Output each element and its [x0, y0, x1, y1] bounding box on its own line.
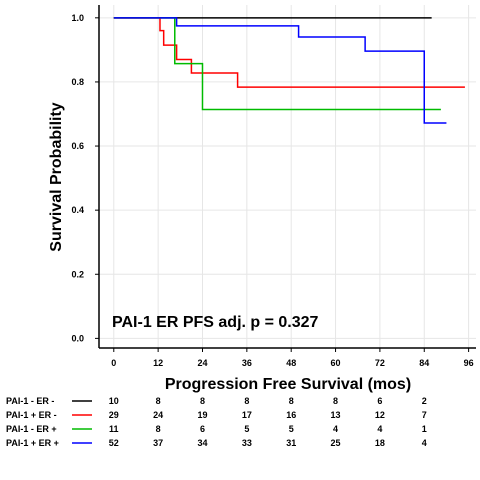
risk-count: 33 — [242, 438, 252, 448]
risk-count: 18 — [375, 438, 385, 448]
y-tick-label: 0.4 — [71, 205, 84, 215]
risk-count: 4 — [333, 424, 338, 434]
risk-count: 8 — [333, 396, 338, 406]
risk-row-label: PAI-1 + ER + — [6, 438, 59, 448]
risk-count: 8 — [244, 396, 249, 406]
risk-row-label: PAI-1 - ER + — [6, 424, 57, 434]
risk-count: 7 — [422, 410, 427, 420]
survival-curve — [113, 17, 447, 124]
risk-row-label: PAI-1 - ER - — [6, 396, 54, 406]
risk-count: 4 — [377, 424, 382, 434]
risk-count: 1 — [422, 424, 427, 434]
x-tick-label: 60 — [331, 358, 341, 368]
x-tick-label: 96 — [464, 358, 474, 368]
x-tick-label: 24 — [197, 358, 207, 368]
y-tick-label: 1.0 — [71, 13, 84, 23]
survival-curve — [113, 17, 465, 88]
p-value-annotation: PAI-1 ER PFS adj. p = 0.327 — [112, 314, 319, 331]
x-tick-label: 72 — [375, 358, 385, 368]
x-tick-label: 48 — [286, 358, 296, 368]
survival-curve — [113, 17, 441, 111]
risk-count: 13 — [331, 410, 341, 420]
risk-count: 2 — [422, 396, 427, 406]
risk-count: 24 — [153, 410, 163, 420]
risk-count: 52 — [109, 438, 119, 448]
risk-count: 8 — [200, 396, 205, 406]
x-axis-title: Progression Free Survival (mos) — [165, 376, 411, 393]
y-tick-label: 0.0 — [71, 333, 84, 343]
y-axis-title: Survival Probability — [48, 102, 65, 251]
gridlines — [99, 5, 476, 348]
at-risk-table: PAI-1 - ER - 10 8 8 8 8 8 6 2 PAI-1 + ER - 29 24 19 1… — [6, 396, 427, 448]
x-tick-label: 0 — [111, 358, 116, 368]
risk-count: 5 — [289, 424, 294, 434]
survival-curves — [113, 17, 465, 124]
risk-count: 5 — [244, 424, 249, 434]
risk-count: 10 — [109, 396, 119, 406]
y-tick-label: 0.6 — [71, 141, 84, 151]
axes: 0 12 24 36 48 60 72 84 96 0.0 0.2 0.4 0.6 0.8 1.0 — [71, 5, 476, 368]
risk-count: 34 — [197, 438, 207, 448]
risk-count: 8 — [289, 396, 294, 406]
risk-count: 12 — [375, 410, 385, 420]
risk-count: 8 — [156, 396, 161, 406]
risk-count: 37 — [153, 438, 163, 448]
risk-count: 11 — [109, 424, 119, 434]
x-tick-label: 84 — [419, 358, 429, 368]
risk-count: 16 — [286, 410, 296, 420]
risk-count: 25 — [331, 438, 341, 448]
risk-count: 6 — [377, 396, 382, 406]
risk-count: 8 — [156, 424, 161, 434]
risk-count: 19 — [197, 410, 207, 420]
y-tick-label: 0.2 — [71, 269, 84, 279]
x-tick-label: 36 — [242, 358, 252, 368]
risk-count: 17 — [242, 410, 252, 420]
risk-count: 6 — [200, 424, 205, 434]
x-tick-label: 12 — [153, 358, 163, 368]
risk-count: 29 — [109, 410, 119, 420]
risk-row-label: PAI-1 + ER - — [6, 410, 57, 420]
risk-count: 4 — [422, 438, 427, 448]
y-tick-label: 0.8 — [71, 77, 84, 87]
risk-count: 31 — [286, 438, 296, 448]
